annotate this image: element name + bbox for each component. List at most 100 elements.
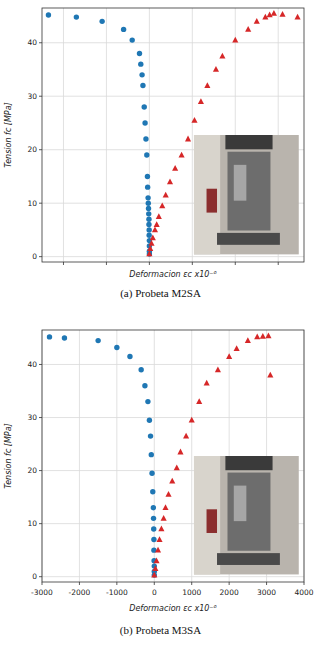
data-point bbox=[47, 334, 52, 339]
data-point bbox=[158, 526, 164, 532]
data-point bbox=[151, 505, 156, 510]
tick-label: 10 bbox=[27, 199, 37, 208]
data-point bbox=[196, 398, 202, 404]
tick-label: 30 bbox=[27, 92, 37, 101]
tick-label: 4000 bbox=[294, 588, 313, 597]
plot-frame bbox=[42, 8, 304, 262]
data-point bbox=[265, 332, 271, 338]
panel: -3000-2000-10000100020003000400001020304… bbox=[4, 330, 314, 637]
data-point bbox=[142, 383, 147, 388]
data-point bbox=[156, 536, 162, 542]
y-axis-title: Tension fc [MPa] bbox=[4, 423, 13, 488]
data-point bbox=[145, 174, 150, 179]
photo-crack bbox=[234, 165, 247, 201]
caption: (b) Probeta M3SA bbox=[120, 624, 201, 637]
data-point bbox=[147, 417, 152, 422]
data-point bbox=[121, 27, 126, 32]
data-point bbox=[149, 471, 154, 476]
data-point bbox=[153, 557, 159, 563]
data-point bbox=[294, 14, 300, 20]
tick-label: 20 bbox=[27, 145, 37, 154]
grid-line bbox=[63, 8, 64, 262]
grid-line bbox=[42, 576, 304, 577]
data-point bbox=[146, 217, 151, 222]
tick-mark bbox=[149, 262, 150, 265]
data-point bbox=[151, 526, 156, 531]
data-point bbox=[271, 10, 277, 16]
data-point bbox=[145, 184, 150, 189]
y-axis-title: Tension fc [MPa] bbox=[4, 102, 13, 167]
photo-base bbox=[217, 553, 280, 565]
data-point bbox=[260, 333, 266, 339]
data-point bbox=[165, 491, 171, 497]
photo-specimen bbox=[227, 473, 270, 551]
photo-gauge bbox=[207, 509, 217, 533]
tick-label: 2000 bbox=[220, 588, 239, 597]
tick-mark bbox=[39, 523, 42, 524]
data-point bbox=[148, 433, 153, 438]
data-point bbox=[146, 233, 151, 238]
grid-line bbox=[116, 330, 117, 582]
data-point bbox=[148, 240, 154, 246]
data-point bbox=[254, 333, 260, 339]
photo-inset bbox=[194, 135, 299, 254]
data-point bbox=[147, 245, 153, 251]
data-point bbox=[145, 399, 150, 404]
data-point bbox=[163, 192, 169, 198]
data-point bbox=[226, 353, 232, 359]
data-point bbox=[234, 345, 240, 351]
data-point bbox=[154, 221, 160, 227]
data-point bbox=[279, 11, 285, 17]
tick-mark bbox=[266, 582, 267, 585]
tick-mark bbox=[39, 576, 42, 577]
data-point bbox=[185, 136, 191, 142]
tick-mark bbox=[39, 417, 42, 418]
data-point bbox=[150, 489, 155, 494]
tick-mark bbox=[39, 149, 42, 150]
photo-background bbox=[194, 135, 299, 254]
tick-label: -3000 bbox=[31, 588, 53, 597]
tick-mark bbox=[106, 262, 107, 265]
data-point bbox=[156, 213, 162, 219]
data-layer bbox=[46, 10, 301, 257]
data-point bbox=[129, 37, 134, 42]
tick-mark bbox=[79, 582, 80, 585]
plot-area bbox=[42, 330, 304, 582]
photo-crack bbox=[234, 486, 247, 522]
tick-mark bbox=[42, 582, 43, 585]
tick-label: -1000 bbox=[106, 588, 128, 597]
grid-line bbox=[42, 364, 304, 365]
data-point bbox=[146, 251, 152, 257]
data-point bbox=[99, 19, 104, 24]
grid-line bbox=[154, 330, 155, 582]
panel: 010203040Deformacion εc x10⁻⁶Tension fc … bbox=[4, 8, 304, 300]
data-point bbox=[174, 465, 180, 471]
tick-mark bbox=[154, 582, 155, 585]
tick-mark bbox=[191, 582, 192, 585]
tick-label: 40 bbox=[27, 360, 37, 369]
data-point bbox=[138, 367, 143, 372]
data-point bbox=[254, 18, 260, 24]
data-point bbox=[155, 547, 161, 553]
data-point bbox=[177, 449, 183, 455]
data-point bbox=[146, 200, 151, 205]
x-axis-title: Deformacion εc x10⁻⁶ bbox=[129, 604, 217, 613]
tick-mark bbox=[63, 262, 64, 265]
data-point bbox=[137, 51, 142, 56]
data-point bbox=[143, 136, 148, 141]
tick-label: 0 bbox=[32, 572, 37, 581]
tick-label: 20 bbox=[27, 466, 37, 475]
data-point bbox=[245, 26, 251, 32]
data-point bbox=[204, 380, 210, 386]
plot-area bbox=[42, 8, 304, 262]
data-point bbox=[127, 354, 132, 359]
tick-mark bbox=[229, 582, 230, 585]
tick-mark bbox=[39, 256, 42, 257]
tick-mark bbox=[278, 262, 279, 265]
data-point bbox=[204, 82, 210, 88]
data-point bbox=[74, 14, 79, 19]
photo-press bbox=[225, 135, 272, 149]
data-point bbox=[245, 337, 251, 343]
tick-mark bbox=[39, 470, 42, 471]
data-point bbox=[161, 515, 167, 521]
